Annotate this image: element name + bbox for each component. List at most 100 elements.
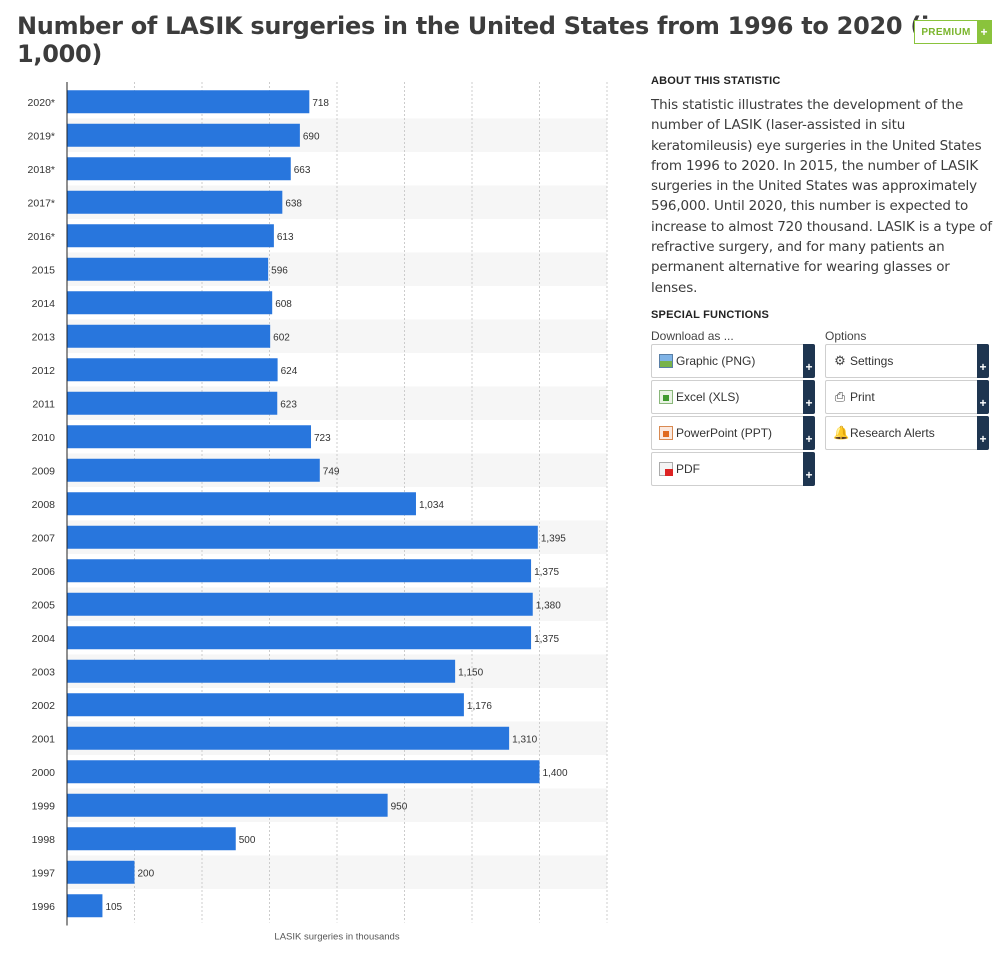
data-label: 613 [277, 232, 294, 243]
bar [67, 894, 103, 918]
data-label: 602 [273, 332, 290, 343]
settings-label: Settings [850, 354, 894, 368]
category-label: 1997 [32, 867, 56, 879]
category-label: 1999 [32, 800, 56, 812]
data-label: 1,380 [536, 600, 561, 611]
download-heading: Download as ... [651, 329, 734, 343]
download-ppt-button[interactable]: PowerPoint (PPT) + [651, 416, 815, 450]
gear-icon: ⚙ [834, 353, 846, 368]
bar [67, 827, 236, 851]
bar [67, 458, 320, 482]
plus-icon: + [803, 380, 815, 414]
data-label: 608 [275, 299, 292, 310]
options-column: Options ⚙ Settings + ⎙ Print + 🔔 Researc… [825, 329, 989, 488]
plus-icon: + [803, 416, 815, 450]
printer-icon: ⎙ [834, 389, 846, 404]
category-label: 2018* [28, 164, 55, 176]
data-label: 1,176 [467, 701, 492, 712]
excel-icon [659, 390, 673, 404]
data-label: 1,375 [534, 634, 559, 645]
bar [67, 257, 269, 281]
x-axis-title: LASIK surgeries in thousands [274, 932, 399, 943]
settings-button[interactable]: ⚙ Settings + [825, 344, 989, 378]
data-label: 500 [239, 835, 256, 846]
bar [67, 224, 274, 248]
category-label: 2016* [28, 231, 55, 243]
category-label: 2002 [32, 700, 56, 712]
bar [67, 324, 271, 348]
bar [67, 90, 310, 114]
bar [67, 860, 135, 884]
download-png-button[interactable]: Graphic (PNG) + [651, 344, 815, 378]
category-label: 1998 [32, 834, 56, 846]
category-label: 2012 [32, 365, 56, 377]
plus-icon: + [803, 452, 815, 486]
premium-button[interactable]: PREMIUM + [914, 20, 992, 44]
category-label: 2015 [32, 264, 56, 276]
bell-icon: 🔔 [833, 425, 850, 440]
download-ppt-label: PowerPoint (PPT) [676, 426, 773, 440]
data-label: 638 [285, 198, 302, 209]
bar [67, 525, 538, 549]
bar [67, 291, 273, 315]
data-label: 723 [314, 433, 331, 444]
bar [67, 157, 291, 181]
plus-icon: + [977, 380, 989, 414]
options-heading: Options [825, 329, 867, 343]
bar [67, 391, 278, 415]
bar [67, 793, 388, 817]
about-heading: ABOUT THIS STATISTIC [651, 75, 781, 87]
data-label: 749 [323, 466, 340, 477]
category-label: 2017* [28, 197, 55, 209]
pdf-icon [659, 462, 673, 476]
category-label: 2007 [32, 532, 56, 544]
category-label: 2000 [32, 767, 56, 779]
download-column: Download as ... Graphic (PNG) + Excel (X… [651, 329, 815, 488]
plus-icon: + [977, 21, 991, 43]
research-alerts-label: Research Alerts [850, 426, 935, 440]
plus-icon: + [803, 344, 815, 378]
research-alerts-button[interactable]: 🔔 Research Alerts + [825, 416, 989, 450]
bar [67, 693, 464, 717]
category-label: 2011 [32, 398, 55, 410]
category-label: 2019* [28, 130, 55, 142]
category-label: 2003 [32, 666, 56, 678]
data-label: 690 [303, 131, 320, 142]
download-pdf-label: PDF [676, 462, 700, 476]
category-label: 2004 [32, 633, 56, 645]
category-label: 2001 [32, 733, 56, 745]
data-label: 1,400 [543, 768, 568, 779]
category-label: 2010 [32, 432, 56, 444]
category-label: 2014 [32, 298, 56, 310]
category-label: 2013 [32, 331, 56, 343]
download-pdf-button[interactable]: PDF + [651, 452, 815, 486]
plus-icon: + [977, 416, 989, 450]
bar [67, 190, 283, 214]
data-label: 1,034 [419, 500, 444, 511]
bar [67, 559, 532, 583]
bar [67, 358, 278, 382]
bar [67, 123, 300, 147]
data-label: 624 [281, 366, 298, 377]
image-icon [659, 354, 673, 368]
data-label: 623 [280, 399, 297, 410]
print-label: Print [850, 390, 875, 404]
category-label: 1996 [32, 901, 56, 913]
data-label: 1,310 [512, 734, 537, 745]
print-button[interactable]: ⎙ Print + [825, 380, 989, 414]
about-section: ABOUT THIS STATISTIC This statistic illu… [651, 75, 993, 298]
bar [67, 626, 532, 650]
about-text: This statistic illustrates the developme… [651, 97, 993, 296]
category-label: 2008 [32, 499, 56, 511]
premium-label: PREMIUM [921, 26, 971, 38]
bar [67, 492, 416, 516]
page-title: Number of LASIK surgeries in the United … [17, 12, 946, 68]
bar [67, 659, 456, 683]
bar-chart: 718 2020* 690 2019* 663 2018* 638 2017* 613 2016*… [28, 82, 608, 943]
category-label: 2005 [32, 599, 56, 611]
download-xls-button[interactable]: Excel (XLS) + [651, 380, 815, 414]
powerpoint-icon [659, 426, 673, 440]
data-label: 200 [138, 868, 155, 879]
category-label: 2009 [32, 465, 56, 477]
data-label: 1,395 [541, 533, 566, 544]
